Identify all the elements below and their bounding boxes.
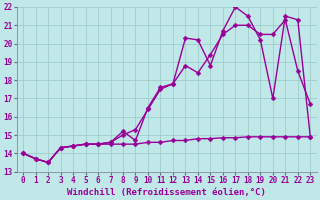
X-axis label: Windchill (Refroidissement éolien,°C): Windchill (Refroidissement éolien,°C) (67, 188, 266, 197)
